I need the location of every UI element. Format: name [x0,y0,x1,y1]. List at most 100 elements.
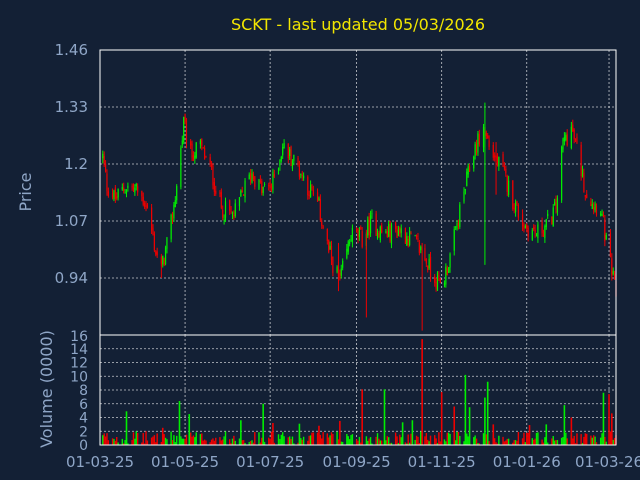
tick-labels: 1.46 1.33 1.2 1.07 0.94 161412108642001-03-25… [55,41,640,471]
x-tick-label: 01-11-25 [408,453,476,471]
volume-bar [291,436,294,445]
price-candle-body [496,155,499,166]
price-candle-body [505,168,507,174]
volume-bar [574,443,577,445]
volume-bar [573,435,575,445]
price-candle-body [591,204,593,209]
volume-spike-bar [411,420,414,445]
volume-bar [514,440,517,445]
volume-spike-bar [298,423,301,445]
volume-bar [572,438,574,445]
volume-bar [233,435,235,445]
volume-bar [420,431,422,445]
price-candle-body [162,255,164,265]
volume-bar [360,442,362,445]
volume-bar [185,434,188,445]
volume-bar [173,435,175,445]
price-candle-body [160,256,162,264]
volume-spike-bar [570,417,573,445]
volume-bar [117,442,119,445]
price-candle-body [322,226,324,228]
price-candle-body [524,226,526,228]
volume-bar [576,433,578,445]
x-tick-label: 01-05-25 [151,453,219,471]
volume-bar [136,432,139,445]
volume-bar [507,438,510,445]
volume-bar [341,441,344,445]
volume-bar [512,442,514,445]
volume-bar [566,438,568,445]
volume-bar [397,443,400,445]
price-candle-body [381,225,383,233]
volume-spike-bar [421,339,423,445]
volume-bar [322,432,324,445]
price-candle-body [464,189,466,191]
price-candle-body [562,138,564,150]
volume-bar [223,436,225,445]
price-candle-body [209,157,211,164]
volume-bar [261,437,263,445]
price-candle-body [456,223,458,230]
price-candle-body [492,145,494,158]
price-candle-body [427,265,429,271]
volume-bar [337,439,340,445]
volume-tick-label: 6 [79,397,88,413]
volume-bar [244,442,246,445]
price-candle-body [222,209,224,218]
volume-bar [288,436,291,445]
volume-bar [369,437,372,445]
volume-bar [394,432,397,445]
price-candle-body [171,213,174,220]
price-candle-body [318,198,320,201]
price-candle-body [152,227,154,235]
price-candle-body [309,184,312,198]
price-candle-body [473,156,475,169]
volume-bar [601,433,603,445]
volume-spike-bar [161,427,164,445]
price-candle-body [573,129,575,140]
volume-bar [381,440,383,445]
volume-bar [308,435,310,445]
volume-bar [307,440,309,445]
volume-bar [330,432,333,445]
price-candle-body [611,258,613,276]
price-candle-body [234,203,236,216]
price-candle-body [166,237,168,249]
price-candle-body [251,173,253,184]
price-candle-body [541,221,543,234]
volume-tick-label: 0 [79,438,88,454]
price-candle-body [176,186,178,201]
price-candle-body [371,213,373,215]
volume-bar [531,438,534,445]
price-candle-body [194,155,196,159]
volume-bar [242,440,245,445]
price-candle-body [164,247,167,265]
price-candle-body [131,186,133,188]
price-candle-body [190,141,192,146]
volume-bar [238,438,241,445]
volume-bar [219,437,221,445]
volume-bar [488,441,490,445]
grid-lines [99,49,616,445]
volume-bar [209,442,211,445]
volume-bar [590,435,592,445]
price-candle-body [233,215,235,218]
price-candle-body [132,184,135,190]
volume-bar [279,438,281,445]
price-candle-body [301,175,303,177]
volume-bar [428,441,430,445]
price-candle-body [349,241,351,245]
volume-bar [535,432,538,445]
volume-bar [134,438,136,445]
price-candle-body [534,229,536,234]
volume-bar [542,442,545,445]
price-candle-body [312,190,314,195]
volume-bar [340,441,342,445]
volume-spike-bar [528,425,531,445]
volume-bar [116,436,118,445]
price-candle-body [213,182,215,192]
volume-bar [447,432,450,445]
price-candle-body [250,173,252,182]
price-candle-body [605,235,607,240]
price-candle-body [482,126,485,148]
